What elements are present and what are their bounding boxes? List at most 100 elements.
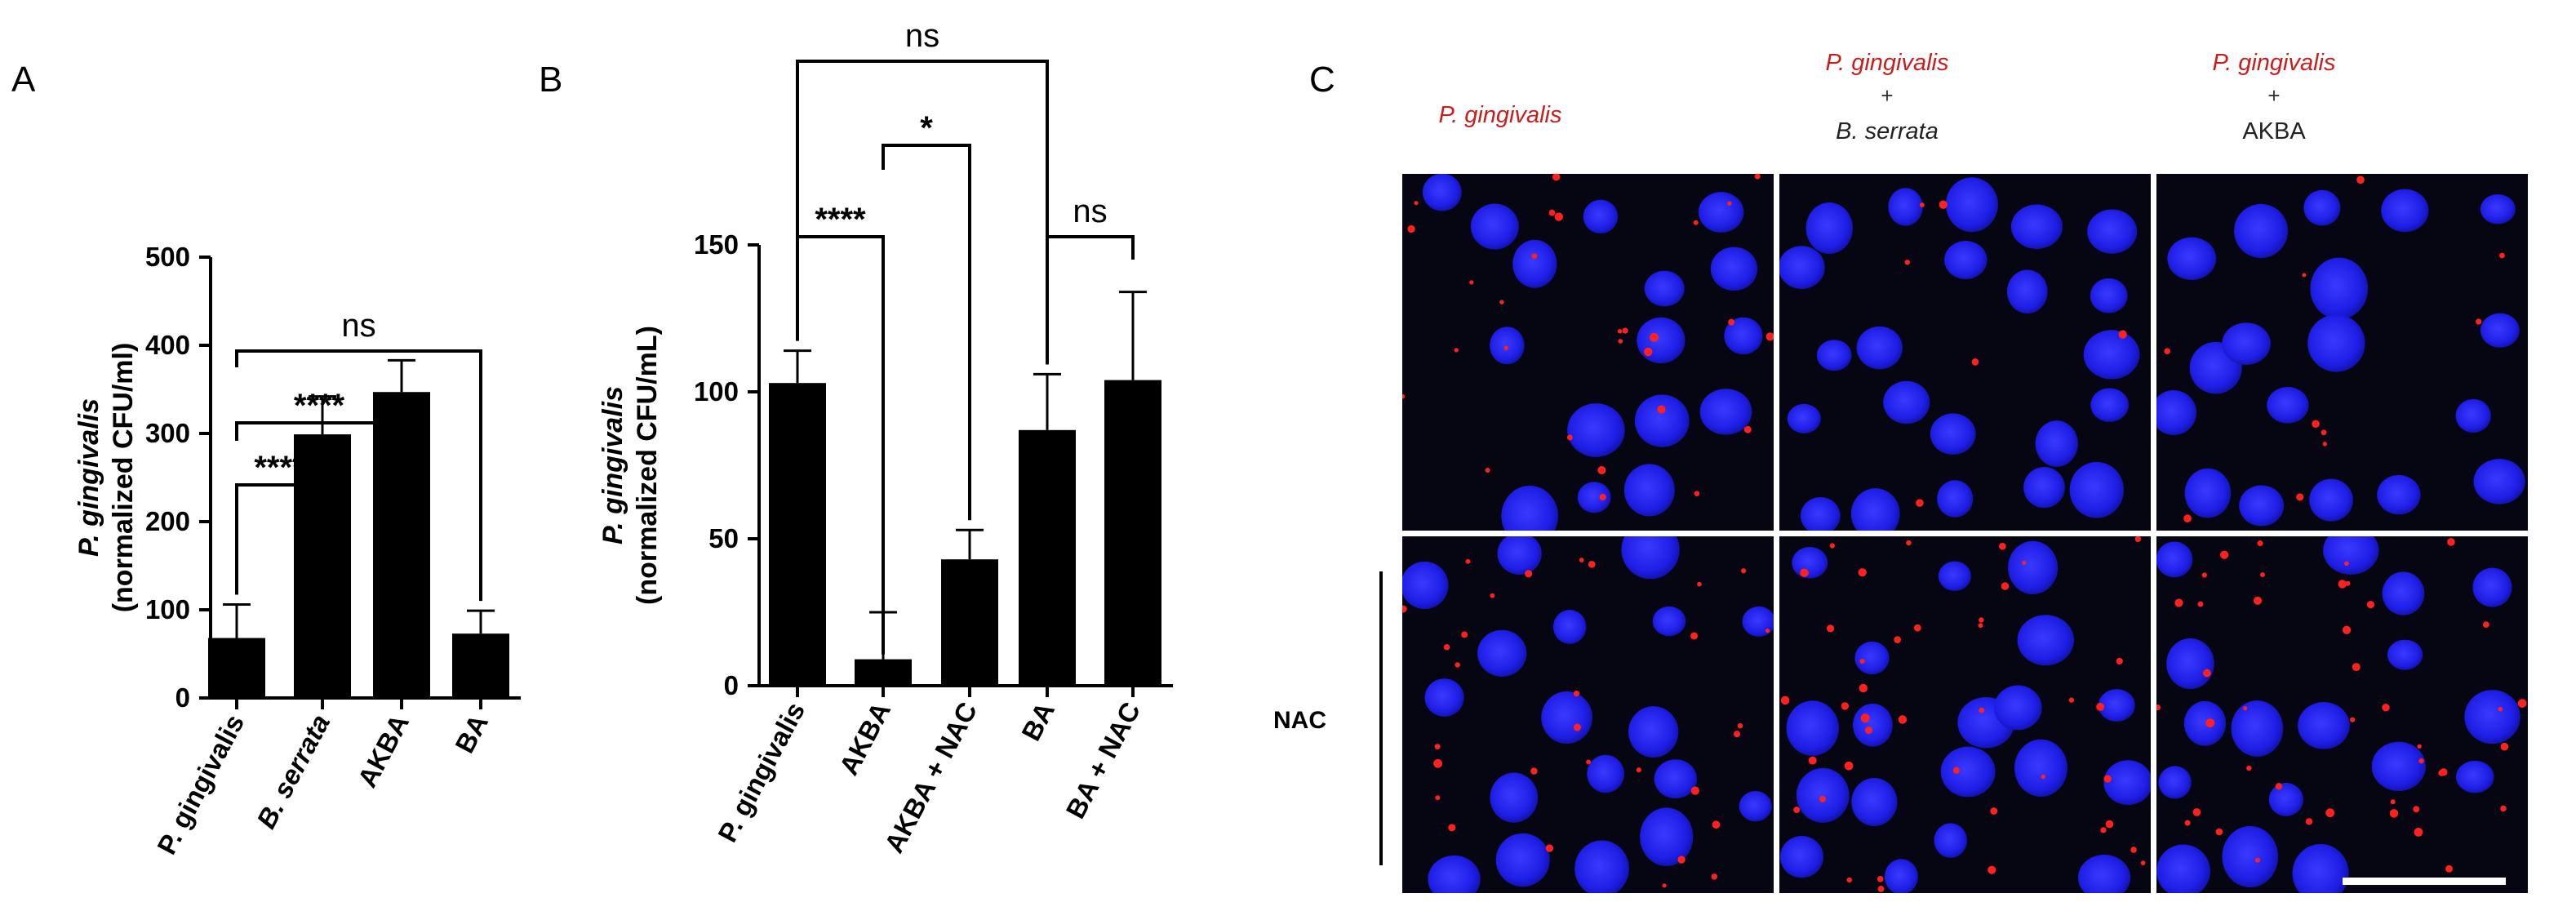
nucleus <box>2310 257 2369 320</box>
bacteria-dot <box>1859 683 1868 693</box>
nucleus <box>2006 269 2048 314</box>
nucleus <box>1805 202 1854 255</box>
nucleus <box>1945 177 1998 233</box>
nucleus <box>2387 639 2423 670</box>
bacteria-dot <box>2105 820 2114 829</box>
bacteria-dot <box>2001 582 2010 590</box>
nucleus <box>2222 322 2271 365</box>
bacteria-dot <box>1877 886 1885 892</box>
nucleus <box>2382 571 2425 616</box>
nucleus <box>2472 567 2512 607</box>
bar-b <box>769 383 826 686</box>
bacteria-dot <box>1780 696 1790 705</box>
nucleus <box>2222 825 2279 888</box>
nucleus <box>1477 629 1527 677</box>
nucleus <box>2464 690 2520 744</box>
y-axis-label-a: P. gingivalis (normalized CFU/ml) <box>73 343 139 613</box>
bacteria-dot <box>2321 429 2327 436</box>
nucleus <box>2098 689 2135 722</box>
nucleus <box>1644 270 1685 307</box>
significance-label-a: **** <box>294 388 345 424</box>
nucleus <box>1490 772 1539 823</box>
nucleus <box>1854 641 1890 675</box>
nucleus <box>2480 193 2516 224</box>
bacteria-dot <box>1864 726 1873 735</box>
nucleus <box>1816 340 1852 371</box>
bacteria-dot <box>1819 795 1826 802</box>
bacteria-dot <box>2389 809 2399 818</box>
bar-a <box>452 633 509 698</box>
significance-label-b: ns <box>1073 193 1107 229</box>
bacteria-dot <box>1622 327 1628 334</box>
nucleus <box>2292 843 2349 893</box>
y-tick-label-b: 0 <box>724 670 739 700</box>
nucleus <box>1739 791 1772 822</box>
bacteria-dot <box>2325 808 2335 818</box>
bacteria-dot <box>1573 723 1582 731</box>
bar-a <box>294 434 351 698</box>
nucleus <box>1742 606 1774 637</box>
bacteria-dot <box>1461 631 1468 638</box>
bacteria-dot <box>1979 617 1984 623</box>
bacteria-dot <box>1894 636 1902 643</box>
bacteria-dot <box>1552 174 1561 181</box>
bacteria-dot <box>1913 624 1921 632</box>
nucleus <box>1541 691 1592 744</box>
bacteria-dot <box>1566 434 1573 441</box>
bar-b <box>855 659 912 686</box>
nucleus <box>2083 330 2140 380</box>
nucleus <box>1501 485 1559 531</box>
significance-bracket-a <box>235 349 482 602</box>
significance-label-b: * <box>920 110 933 146</box>
bacteria-dot <box>2041 774 2045 780</box>
nucleus <box>1938 561 1971 591</box>
nucleus <box>2167 237 2217 280</box>
significance-bracket-a <box>235 483 324 595</box>
bacteria-dot <box>1860 713 1870 723</box>
significance-bracket-b <box>796 235 885 655</box>
bacteria-dot <box>1434 744 1441 750</box>
bacteria-dot <box>1990 807 1998 815</box>
nucleus <box>2184 468 2232 518</box>
nucleus <box>1856 326 1903 370</box>
nucleus <box>2156 844 2210 893</box>
nucleus <box>2239 485 2285 527</box>
bacteria-dot <box>1618 339 1623 344</box>
bacteria-dot <box>1690 786 1699 795</box>
bacteria-dot <box>2338 580 2347 589</box>
bacteria-dot <box>1599 493 1606 501</box>
nucleus <box>1567 403 1625 457</box>
bacteria-dot <box>1904 260 1910 265</box>
bacteria-dot <box>1554 212 1564 221</box>
bacteria-dot <box>1407 224 1415 233</box>
bacteria-dot <box>1711 873 1718 880</box>
column-header-1: P. gingivalis <box>1438 102 1561 128</box>
nucleus <box>2298 702 2350 749</box>
bacteria-dot <box>1808 756 1817 765</box>
significance-label-b: **** <box>815 202 866 238</box>
nucleus <box>2267 386 2309 424</box>
category-label-a: B. serrata <box>251 709 335 833</box>
nucleus <box>2023 467 2065 509</box>
nucleus <box>1587 754 1624 793</box>
nucleus <box>1699 389 1752 435</box>
bacteria-dot <box>2413 806 2420 813</box>
bacteria-dot <box>1579 558 1584 562</box>
significance-label-a: ns <box>341 308 375 344</box>
bacteria-dot <box>1919 202 1925 207</box>
bacteria-dot <box>2417 744 2422 749</box>
nucleus <box>1724 317 1763 355</box>
nucleus <box>1710 247 1758 291</box>
bacteria-dot <box>1939 200 1948 209</box>
bacteria-dot <box>1617 329 1623 334</box>
bacteria-dot <box>2296 493 2304 501</box>
nucleus <box>1883 380 1930 424</box>
bacteria-dot <box>2322 442 2328 447</box>
bacteria-dot <box>1727 201 1732 206</box>
significance-label-b: ns <box>905 18 939 54</box>
nucleus <box>2231 700 2284 757</box>
bacteria-dot <box>2476 318 2482 325</box>
bar-a <box>208 638 265 698</box>
bacteria-dot <box>1573 691 1580 697</box>
nucleus <box>1470 203 1519 250</box>
